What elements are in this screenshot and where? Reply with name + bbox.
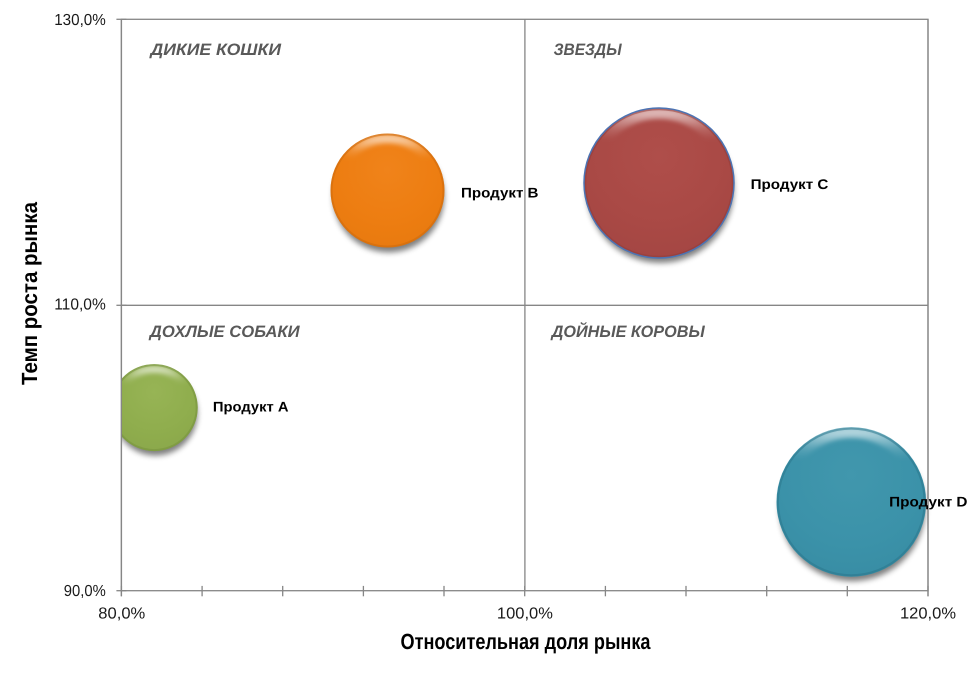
svg-text:Продукт B: Продукт B (461, 184, 539, 200)
svg-text:Темп роста рынка: Темп роста рынка (17, 201, 42, 385)
svg-text:Продукт C: Продукт C (751, 176, 829, 192)
svg-text:Относительная доля рынка: Относительная доля рынка (401, 629, 652, 654)
svg-text:80,0%: 80,0% (98, 605, 145, 622)
svg-text:Продукт A: Продукт A (213, 399, 289, 415)
svg-text:ДОХЛЫЕ СОБАКИ: ДОХЛЫЕ СОБАКИ (148, 323, 301, 341)
svg-text:ДОЙНЫЕ КОРОВЫ: ДОЙНЫЕ КОРОВЫ (550, 322, 706, 341)
svg-text:Продукт D: Продукт D (889, 494, 967, 510)
svg-text:ЗВЕЗДЫ: ЗВЕЗДЫ (554, 41, 622, 59)
svg-text:100,0%: 100,0% (497, 605, 553, 622)
svg-text:110,0%: 110,0% (54, 297, 106, 314)
svg-text:90,0%: 90,0% (64, 583, 106, 600)
svg-text:120,0%: 120,0% (900, 605, 956, 622)
svg-text:130,0%: 130,0% (54, 12, 106, 29)
svg-text:ДИКИЕ КОШКИ: ДИКИЕ КОШКИ (148, 41, 282, 59)
